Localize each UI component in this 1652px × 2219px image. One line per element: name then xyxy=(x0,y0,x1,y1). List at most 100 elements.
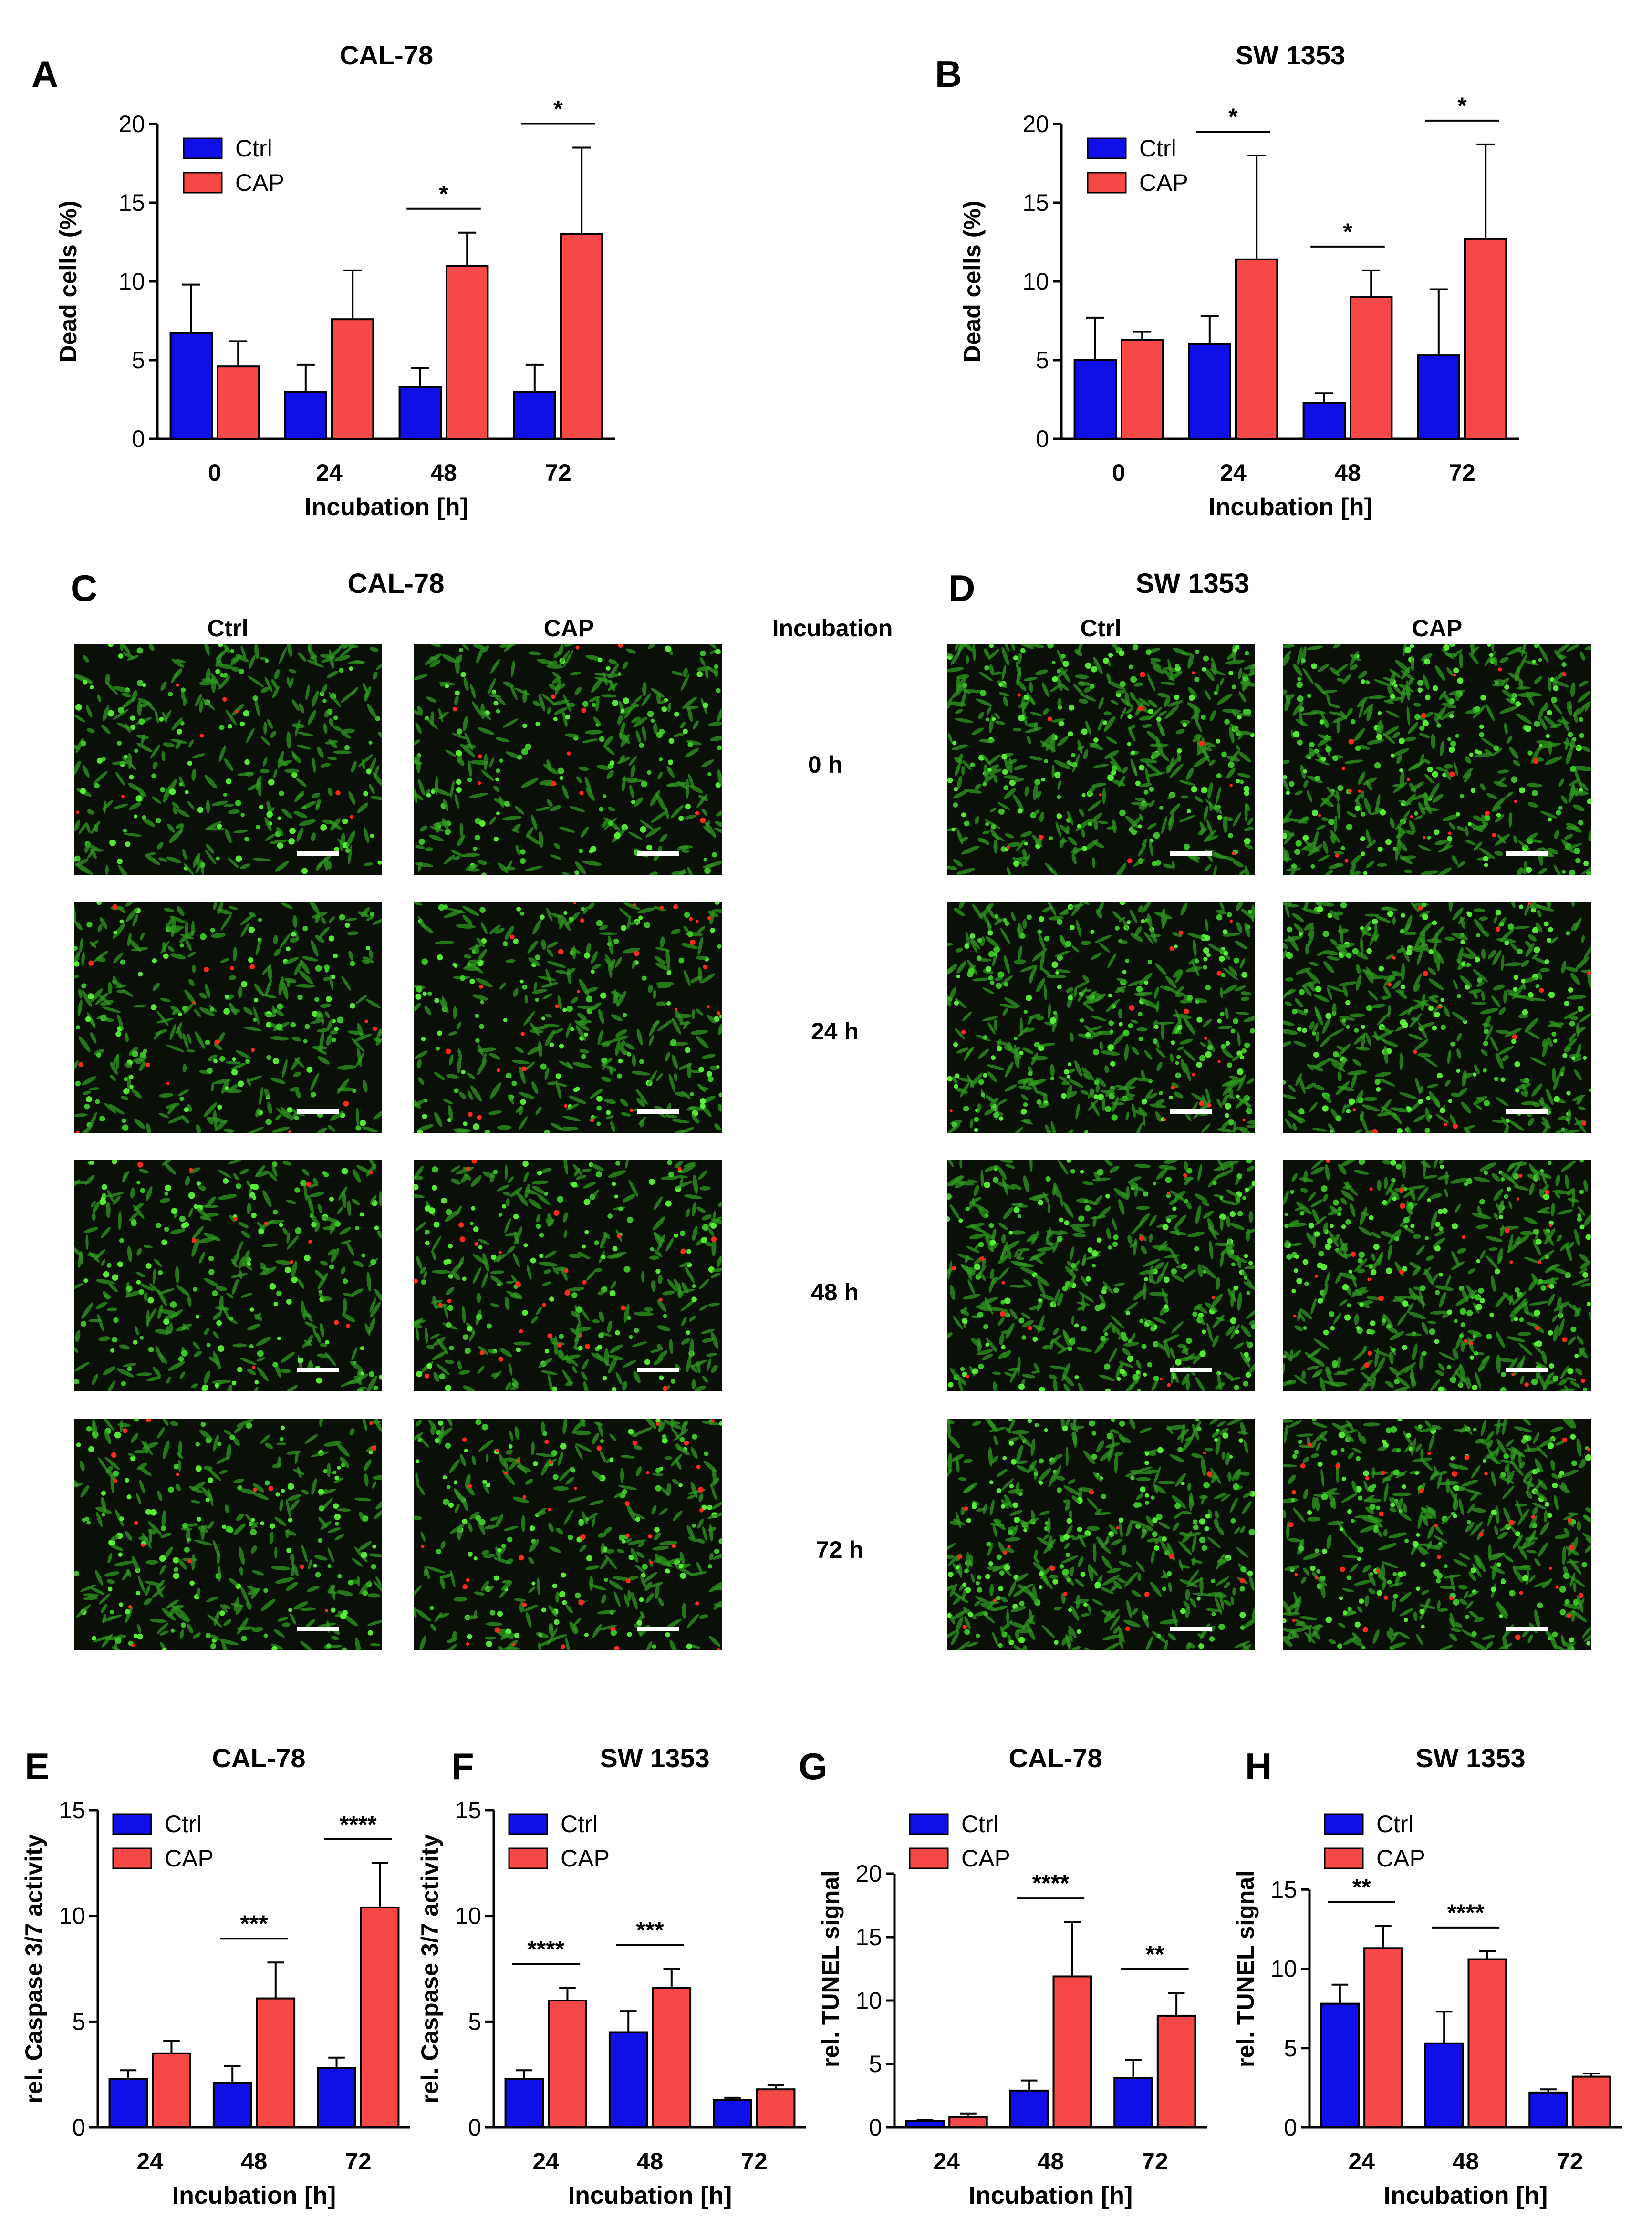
significance-label: **** xyxy=(527,1936,564,1962)
bar-ctrl xyxy=(284,391,328,440)
bar-cap xyxy=(652,1987,692,2129)
micrograph-d-cap-2 xyxy=(1283,1160,1591,1391)
significance-label: *** xyxy=(636,1917,664,1944)
legend-swatch-ctrl xyxy=(183,137,223,159)
micrograph-c-ctrl-2 xyxy=(74,1160,382,1391)
scale-bar xyxy=(637,1368,679,1372)
y-tick-label: 20 xyxy=(118,111,145,137)
micrograph-c-ctrl-3 xyxy=(74,1419,382,1650)
legend-label-cap: CAP xyxy=(961,1845,1010,1872)
y-axis-label: rel. TUNEL signal xyxy=(817,1870,844,2067)
bar-ctrl xyxy=(1302,402,1346,440)
x-tick-label: 24 xyxy=(136,2148,163,2175)
chart-title: CAL-78 xyxy=(340,40,433,70)
y-tick-label: 10 xyxy=(1022,268,1049,295)
bar-ctrl xyxy=(905,2120,945,2129)
y-tick-label: 5 xyxy=(1284,2035,1297,2062)
y-tick-label: 15 xyxy=(1022,189,1049,216)
micrograph-d-ctrl-1 xyxy=(947,902,1255,1133)
significance-label: * xyxy=(1457,93,1467,119)
bar-ctrl xyxy=(513,391,556,440)
micrograph-d-cap-1 xyxy=(1283,902,1591,1133)
bar-cap xyxy=(1350,296,1393,440)
significance-label: * xyxy=(1343,218,1352,245)
legend-swatch-ctrl xyxy=(508,1813,548,1835)
micrograph-c-col-cap: CAP xyxy=(543,615,594,642)
legend-label-ctrl: Ctrl xyxy=(561,1811,598,1837)
scale-bar xyxy=(297,1368,339,1372)
y-tick-label: 20 xyxy=(855,1860,882,1887)
x-tick-label: 72 xyxy=(1449,459,1475,486)
micrograph-c-ctrl-0 xyxy=(74,644,382,875)
bar-ctrl xyxy=(108,2078,148,2128)
legend-swatch-ctrl xyxy=(909,1813,949,1835)
legend-swatch-ctrl xyxy=(1324,1813,1364,1835)
bar-cap xyxy=(1467,1958,1507,2128)
time-label-72h: 72 h xyxy=(815,1536,864,1563)
significance-label: **** xyxy=(1032,1870,1070,1897)
scale-bar xyxy=(297,1109,339,1114)
scale-bar xyxy=(1506,1109,1548,1114)
significance-label: * xyxy=(553,96,563,123)
panel-letter-g: G xyxy=(799,1745,828,1787)
x-tick-label: 48 xyxy=(637,2148,664,2175)
x-axis-label: Incubation [h] xyxy=(304,493,468,521)
scale-bar xyxy=(637,1109,679,1114)
x-tick-label: 0 xyxy=(1112,459,1125,486)
x-tick-label: 48 xyxy=(1453,2148,1479,2175)
y-tick-label: 10 xyxy=(59,1903,85,1929)
legend-label-cap: CAP xyxy=(561,1845,610,1872)
bar-cap xyxy=(256,1997,296,2128)
chart-a: CAL-78 0 5 10 15 20 Dead cells (%) Incubation [… xyxy=(55,40,615,521)
chart-title: SW 1353 xyxy=(600,1743,709,1773)
bar-cap xyxy=(548,2000,587,2128)
micrograph-d-cap-3 xyxy=(1283,1419,1591,1650)
legend-swatch-ctrl xyxy=(112,1813,152,1835)
significance-label: * xyxy=(1228,104,1238,130)
scale-bar xyxy=(1170,1627,1212,1631)
y-tick-label: 10 xyxy=(1270,1956,1297,1982)
y-tick-label: 15 xyxy=(59,1797,85,1824)
y-tick-label: 5 xyxy=(1036,347,1049,373)
legend-swatch-ctrl xyxy=(1087,137,1127,159)
significance-label: **** xyxy=(340,1811,377,1838)
legend-swatch-cap xyxy=(183,172,223,194)
x-tick-label: 24 xyxy=(316,459,343,486)
bar-cap xyxy=(446,265,489,440)
legend-label-ctrl: Ctrl xyxy=(1139,135,1176,162)
chart-e: CAL-78 0 5 10 15 rel. Caspase 3/7 activity Inc… xyxy=(21,1743,410,2209)
y-tick-label: 0 xyxy=(869,2114,882,2141)
micrograph-d-cap-0 xyxy=(1283,644,1591,875)
bar-ctrl xyxy=(317,2067,356,2128)
scale-bar xyxy=(637,1627,679,1631)
significance-label: *** xyxy=(240,1910,268,1937)
bar-cap xyxy=(217,365,260,440)
x-axis-label: Incubation [h] xyxy=(969,2182,1133,2209)
micrograph-c-cap-3 xyxy=(414,1419,722,1650)
significance-label: * xyxy=(439,181,448,207)
bar-ctrl xyxy=(1424,2042,1464,2129)
legend-label-cap: CAP xyxy=(235,169,284,196)
bar-cap xyxy=(756,2088,796,2129)
bar-ctrl xyxy=(504,2078,544,2128)
y-tick-label: 15 xyxy=(455,1797,481,1824)
panel-letter-c: C xyxy=(71,567,98,609)
x-tick-label: 24 xyxy=(1220,459,1247,486)
micrograph-d-col-cap: CAP xyxy=(1412,615,1463,642)
incubation-header: Incubation xyxy=(772,615,893,642)
bar-ctrl xyxy=(1009,2089,1049,2128)
y-axis-label: rel. TUNEL signal xyxy=(1232,1870,1259,2067)
micrograph-c-title: CAL-78 xyxy=(347,568,445,599)
bar-cap xyxy=(1363,1947,1403,2128)
scale-bar xyxy=(637,851,679,856)
scale-bar xyxy=(1170,1109,1212,1114)
bar-ctrl xyxy=(1113,2077,1153,2129)
time-label-48h: 48 h xyxy=(810,1279,859,1306)
time-label-24h: 24 h xyxy=(810,1018,859,1045)
chart-h: SW 1353 0 5 10 15 rel. TUNEL signal Incubation… xyxy=(1232,1743,1622,2209)
bar-ctrl xyxy=(1073,359,1117,440)
bar-ctrl xyxy=(608,2031,648,2128)
micrograph-c-cap-2 xyxy=(414,1160,722,1391)
scale-bar xyxy=(1506,851,1548,856)
x-tick-label: 72 xyxy=(545,459,571,486)
